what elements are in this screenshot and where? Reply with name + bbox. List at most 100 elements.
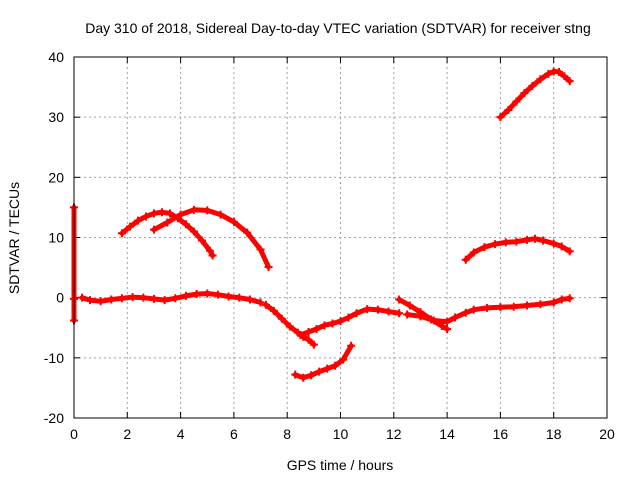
data-point [555, 68, 564, 77]
y-tick-label: 20 [48, 169, 64, 185]
data-point [536, 300, 545, 309]
data-point [549, 298, 558, 307]
y-axis-label: SDTVAR / TECUs [6, 182, 22, 294]
data-point [416, 312, 425, 321]
data-point [307, 371, 316, 380]
data-point [531, 234, 540, 243]
data-point [197, 236, 206, 245]
data-point [285, 322, 294, 331]
data-point [192, 290, 201, 299]
series-trace [404, 295, 573, 325]
x-tick-label: 14 [439, 426, 455, 442]
data-point [277, 314, 286, 323]
data-point [264, 262, 273, 271]
data-point [523, 235, 532, 244]
data-point [395, 309, 404, 318]
y-tick-label: 40 [48, 49, 64, 65]
data-point [344, 313, 353, 322]
data-point [176, 210, 185, 219]
data-point [331, 361, 340, 370]
data-point [229, 217, 238, 226]
data-point [328, 319, 337, 328]
data-point [501, 238, 510, 247]
data-point [395, 295, 404, 304]
x-tick-label: 0 [70, 426, 78, 442]
grid [74, 57, 607, 418]
data-point [336, 317, 345, 326]
data-point [504, 105, 513, 114]
series-arc-14.7-to-18.6h [461, 234, 574, 264]
data-point [443, 324, 452, 333]
data-point [565, 247, 574, 256]
data-point [320, 321, 329, 330]
data-point [117, 294, 126, 303]
data-point [160, 296, 169, 305]
data-point [216, 210, 225, 219]
data-point [384, 307, 393, 316]
data-series [70, 67, 574, 382]
data-point [557, 242, 566, 251]
data-point [549, 239, 558, 248]
data-point [181, 220, 190, 229]
series-trace [79, 291, 263, 305]
data-point [565, 294, 574, 303]
data-point [323, 364, 332, 373]
data-point [299, 373, 308, 382]
data-point [304, 327, 313, 336]
data-point [339, 355, 348, 364]
data-point [296, 330, 305, 339]
x-tick-label: 16 [493, 426, 509, 442]
data-point [208, 251, 217, 260]
data-point [213, 290, 222, 299]
data-point [461, 255, 470, 264]
x-tick-label: 10 [333, 426, 349, 442]
chart-title: Day 310 of 2018, Sidereal Day-to-day VTE… [85, 20, 591, 36]
data-point [403, 310, 412, 319]
axis-ticks: 0 2 4 6 8 10 12 14 16 18 20 -20 -10 0 10 20 30 40 [44, 49, 615, 442]
x-tick-label: 20 [599, 426, 615, 442]
data-point [141, 212, 150, 221]
data-point [149, 225, 158, 234]
data-point [523, 301, 532, 310]
x-tick-label: 12 [386, 426, 402, 442]
data-point [469, 305, 478, 314]
data-point [480, 243, 489, 252]
data-point [139, 293, 148, 302]
series-baseline-12-to-18.6h [403, 294, 574, 326]
data-point [181, 291, 190, 300]
data-point [224, 292, 233, 301]
data-point [509, 302, 518, 311]
data-point [235, 293, 244, 302]
data-point [269, 306, 278, 315]
data-point [496, 303, 505, 312]
data-point [405, 301, 414, 310]
data-point [291, 370, 300, 379]
data-point [363, 305, 372, 314]
y-tick-label: -10 [44, 350, 64, 366]
series-descent-to-9h [261, 300, 318, 349]
data-point [149, 209, 158, 218]
x-tick-label: 18 [546, 426, 562, 442]
series-arc-1.8-to-5.2h [117, 208, 217, 260]
data-point [203, 206, 212, 215]
series-baseline-0-to-7h [77, 289, 265, 307]
x-tick-label: 4 [177, 426, 185, 442]
data-point [512, 237, 521, 246]
data-point [443, 317, 452, 326]
data-point [203, 289, 212, 298]
data-point [189, 205, 198, 214]
data-point [85, 296, 94, 305]
data-point [451, 313, 460, 322]
data-point [373, 305, 382, 314]
data-point [245, 295, 254, 304]
data-point [496, 113, 505, 122]
data-point [528, 81, 537, 90]
series-top-arc-16-to-18.6h [496, 67, 574, 122]
data-point [256, 245, 265, 254]
data-point [128, 293, 137, 302]
data-point [429, 316, 438, 325]
data-point [560, 72, 569, 81]
data-point [107, 295, 116, 304]
